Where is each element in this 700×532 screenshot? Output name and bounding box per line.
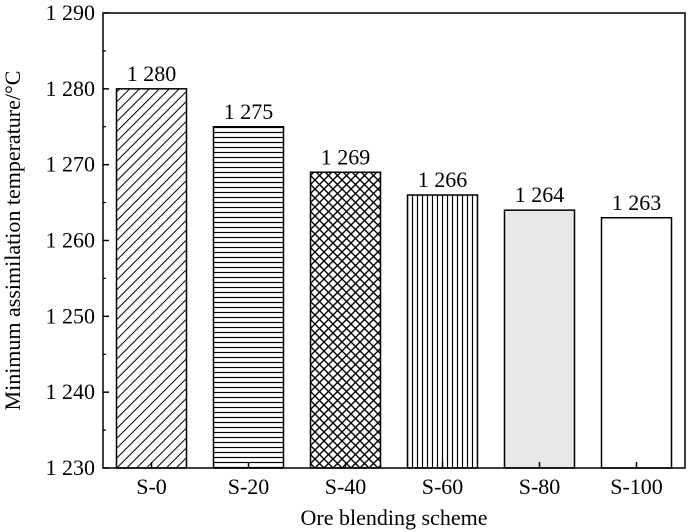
- data-label-s-80: 1 264: [515, 182, 565, 207]
- y-tick-label: 1 270: [46, 152, 96, 177]
- y-axis-ticks: 1 230 1 240 1 250 1 260 1 270 1 280 1 290: [46, 0, 109, 480]
- bars-group: [115, 88, 673, 469]
- y-tick-label: 1 260: [46, 228, 96, 253]
- x-tick-label-s-20: S-20: [228, 474, 270, 499]
- data-label-s-0: 1 280: [127, 61, 177, 86]
- bar-s-20: [212, 126, 285, 469]
- data-label-s-100: 1 263: [612, 190, 662, 215]
- bar-s-40: [309, 171, 382, 469]
- y-tick-label: 1 240: [46, 379, 96, 404]
- data-labels-group: 1 280 1 275 1 269 1 266 1 264 1 263: [127, 61, 662, 215]
- data-label-s-60: 1 266: [418, 167, 468, 192]
- y-tick-label: 1 290: [46, 0, 96, 25]
- x-tick-label-s-40: S-40: [325, 474, 367, 499]
- bar-s-80: [503, 209, 576, 469]
- bar-s-100: [600, 217, 673, 469]
- plot-frame: [102, 12, 686, 469]
- bar-s-0: [115, 88, 188, 469]
- x-tick-label-s-0: S-0: [136, 474, 167, 499]
- x-tick-label-s-80: S-80: [519, 474, 561, 499]
- y-tick-label: 1 250: [46, 303, 96, 328]
- x-tick-label-s-100: S-100: [610, 474, 663, 499]
- y-tick-label: 1 280: [46, 76, 96, 101]
- y-tick-label: 1 230: [46, 455, 96, 480]
- x-axis-ticks: S-0 S-20 S-40 S-60 S-80 S-100: [136, 462, 663, 499]
- x-tick-label-s-60: S-60: [422, 474, 464, 499]
- x-axis-label: Ore blending scheme: [301, 505, 488, 530]
- data-label-s-20: 1 275: [224, 99, 274, 124]
- y-axis-label: Minimum assimilation temperature/°C: [0, 71, 25, 411]
- bar-s-60: [406, 194, 479, 469]
- data-label-s-40: 1 269: [321, 144, 371, 169]
